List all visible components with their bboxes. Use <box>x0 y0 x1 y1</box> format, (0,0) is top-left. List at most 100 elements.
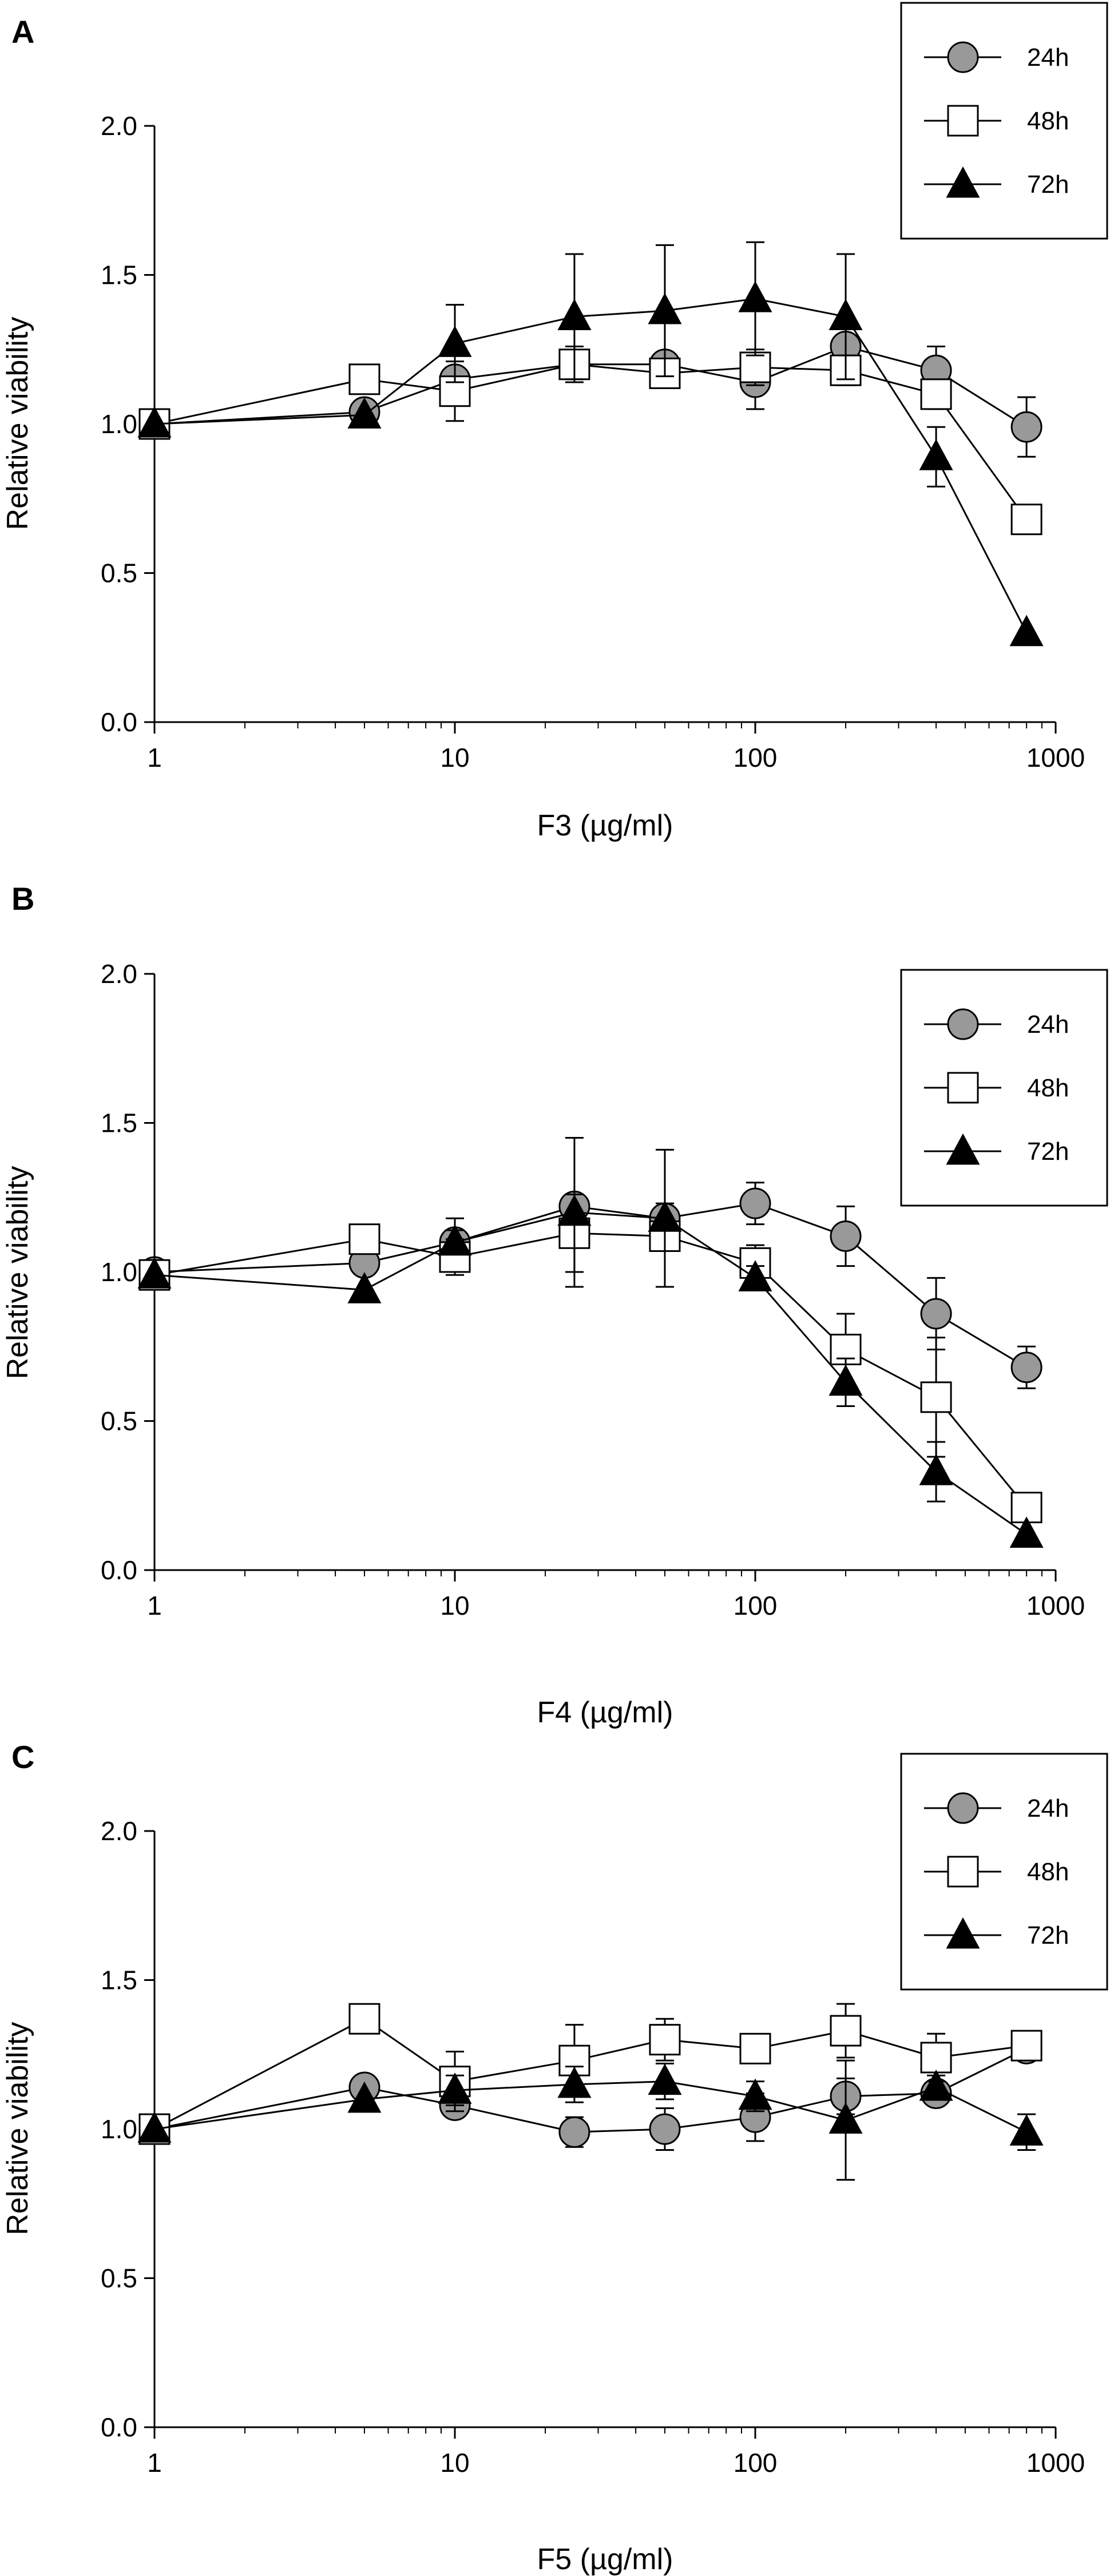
panel-label: B <box>11 881 34 917</box>
data-point <box>438 2072 472 2104</box>
data-point <box>438 326 472 357</box>
legend-marker <box>946 1917 980 1949</box>
legend: 24h 48h 72h <box>900 969 1108 1207</box>
data-point <box>738 2078 772 2110</box>
data-point <box>648 1200 682 1232</box>
y-tick-label: 2.0 <box>101 111 137 141</box>
legend-label: 72h <box>1027 1138 1069 1166</box>
series-line <box>154 2018 1027 2130</box>
data-point <box>1010 504 1042 536</box>
data-point <box>348 363 380 395</box>
chart-panel-b: B 0.0 0.5 1.0 1.5 2.0 1 10 100 1000 F4 (µg/ml) Rela… <box>1 881 1108 1729</box>
data-point <box>1010 411 1042 443</box>
y-tick-label: 1.0 <box>101 409 137 439</box>
x-tick-label: 1000 <box>1026 743 1085 772</box>
data-point <box>557 2066 592 2098</box>
data-point <box>1010 2030 1042 2062</box>
y-tick-label: 1.5 <box>101 260 137 290</box>
legend-marker <box>946 166 980 198</box>
legend-label: 48h <box>1027 1074 1069 1102</box>
legend-marker <box>947 1008 979 1040</box>
legend-label: 24h <box>1027 1794 1069 1822</box>
x-tick-label: 10 <box>440 2448 469 2478</box>
data-point <box>919 439 953 470</box>
y-axis-label: Relative viability <box>1 2022 34 2236</box>
data-point <box>830 1220 862 1252</box>
data-point <box>648 292 682 324</box>
y-tick-label: 0.0 <box>101 1555 137 1585</box>
series-72h <box>137 1137 1044 1548</box>
y-tick-label: 1.0 <box>101 2114 137 2144</box>
data-point <box>649 2024 681 2056</box>
series-line <box>154 298 1028 633</box>
y-tick-label: 0.0 <box>101 707 137 737</box>
series-72h <box>137 241 1044 647</box>
series-48h <box>138 2003 1042 2145</box>
data-point <box>348 1223 380 1255</box>
chart-panel-c: C 0.0 0.5 1.0 1.5 2.0 1 10 100 1000 F5 (µg/ml) Rela… <box>1 1739 1108 2576</box>
chart-panel-a: A 0.0 0.5 1.0 1.5 2.0 1 10 100 1000 F3 (µg/ml) Rela… <box>1 2 1108 842</box>
data-point <box>557 299 592 330</box>
x-tick-label: 1000 <box>1026 2448 1085 2478</box>
y-tick-label: 2.0 <box>101 1816 137 1846</box>
series-line <box>154 1211 1027 1535</box>
series-72h <box>137 2059 1044 2181</box>
x-axis-label: F5 (µg/ml) <box>537 2543 673 2576</box>
series-line <box>154 2080 1027 2133</box>
y-tick-label: 1.5 <box>101 1965 137 1995</box>
y-tick-label: 0.5 <box>101 2264 137 2293</box>
data-point <box>739 2032 771 2064</box>
data-point <box>920 378 952 410</box>
legend: 24h 48h 72h <box>900 2 1108 240</box>
data-point <box>347 397 382 429</box>
series-24h <box>138 331 1042 458</box>
legend-marker <box>947 1792 979 1824</box>
x-tick-label: 100 <box>734 1591 778 1620</box>
data-point <box>347 1272 382 1303</box>
data-point <box>137 1257 172 1289</box>
series-line <box>154 1232 1028 1508</box>
series-line <box>154 345 1027 428</box>
data-point <box>828 299 863 330</box>
y-tick-label: 1.0 <box>101 1257 137 1287</box>
data-point <box>648 2063 682 2095</box>
data-point <box>920 1381 952 1413</box>
legend-label: 24h <box>1027 1010 1069 1039</box>
x-tick-label: 1000 <box>1026 1591 1085 1620</box>
data-point <box>920 2042 952 2074</box>
data-point <box>137 406 172 438</box>
data-point <box>1010 1352 1042 1384</box>
x-tick-label: 10 <box>440 743 469 772</box>
x-axis-label: F4 (µg/ml) <box>537 1696 673 1729</box>
y-axis-label: Relative viability <box>1 317 34 530</box>
x-axis-label: F3 (µg/ml) <box>537 809 673 842</box>
y-tick-label: 0.0 <box>101 2412 137 2442</box>
data-point <box>558 2116 590 2148</box>
data-point <box>557 1194 592 1226</box>
data-point <box>739 351 771 383</box>
x-tick-label: 100 <box>734 2448 778 2478</box>
panel-label: A <box>11 14 34 50</box>
data-point <box>1009 615 1044 647</box>
data-point <box>739 1187 771 1219</box>
x-tick-label: 1 <box>147 2448 162 2478</box>
data-point <box>919 1453 953 1485</box>
legend-marker <box>947 41 979 73</box>
legend-label: 72h <box>1027 171 1069 199</box>
y-axis-label: Relative viability <box>1 1166 34 1380</box>
x-tick-label: 1 <box>147 743 162 772</box>
data-point <box>137 2111 172 2143</box>
legend-label: 48h <box>1027 107 1069 135</box>
data-point <box>920 1298 952 1330</box>
data-point <box>649 2113 681 2145</box>
panel-label: C <box>11 1739 34 1775</box>
series-48h <box>138 1194 1042 1524</box>
legend-label: 24h <box>1027 43 1069 72</box>
legend-marker <box>947 1072 979 1104</box>
data-point <box>738 281 772 312</box>
data-point <box>1009 1516 1044 1548</box>
x-tick-label: 1 <box>147 1591 162 1620</box>
data-point <box>347 2081 382 2113</box>
series-24h <box>138 2032 1042 2151</box>
